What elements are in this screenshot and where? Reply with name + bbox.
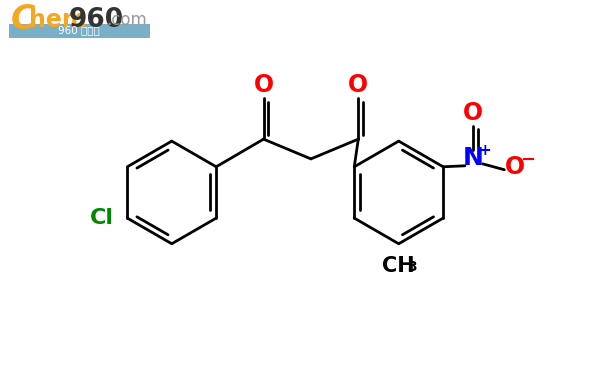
Text: C: C [11,3,36,36]
Text: O: O [253,73,273,97]
Text: Cl: Cl [90,208,114,228]
Text: O: O [505,155,525,179]
Text: .com: .com [106,11,148,29]
Text: 960 化工网: 960 化工网 [58,26,100,36]
Bar [9,24,150,38]
Text: O: O [463,102,483,126]
Text: 3: 3 [407,260,416,273]
Text: −: − [520,151,535,169]
Text: O: O [348,73,368,97]
Text: 960: 960 [68,7,123,33]
Text: +: + [478,142,491,158]
Text: CH: CH [382,256,415,276]
Text: hem: hem [28,8,87,32]
Text: N: N [462,146,483,170]
